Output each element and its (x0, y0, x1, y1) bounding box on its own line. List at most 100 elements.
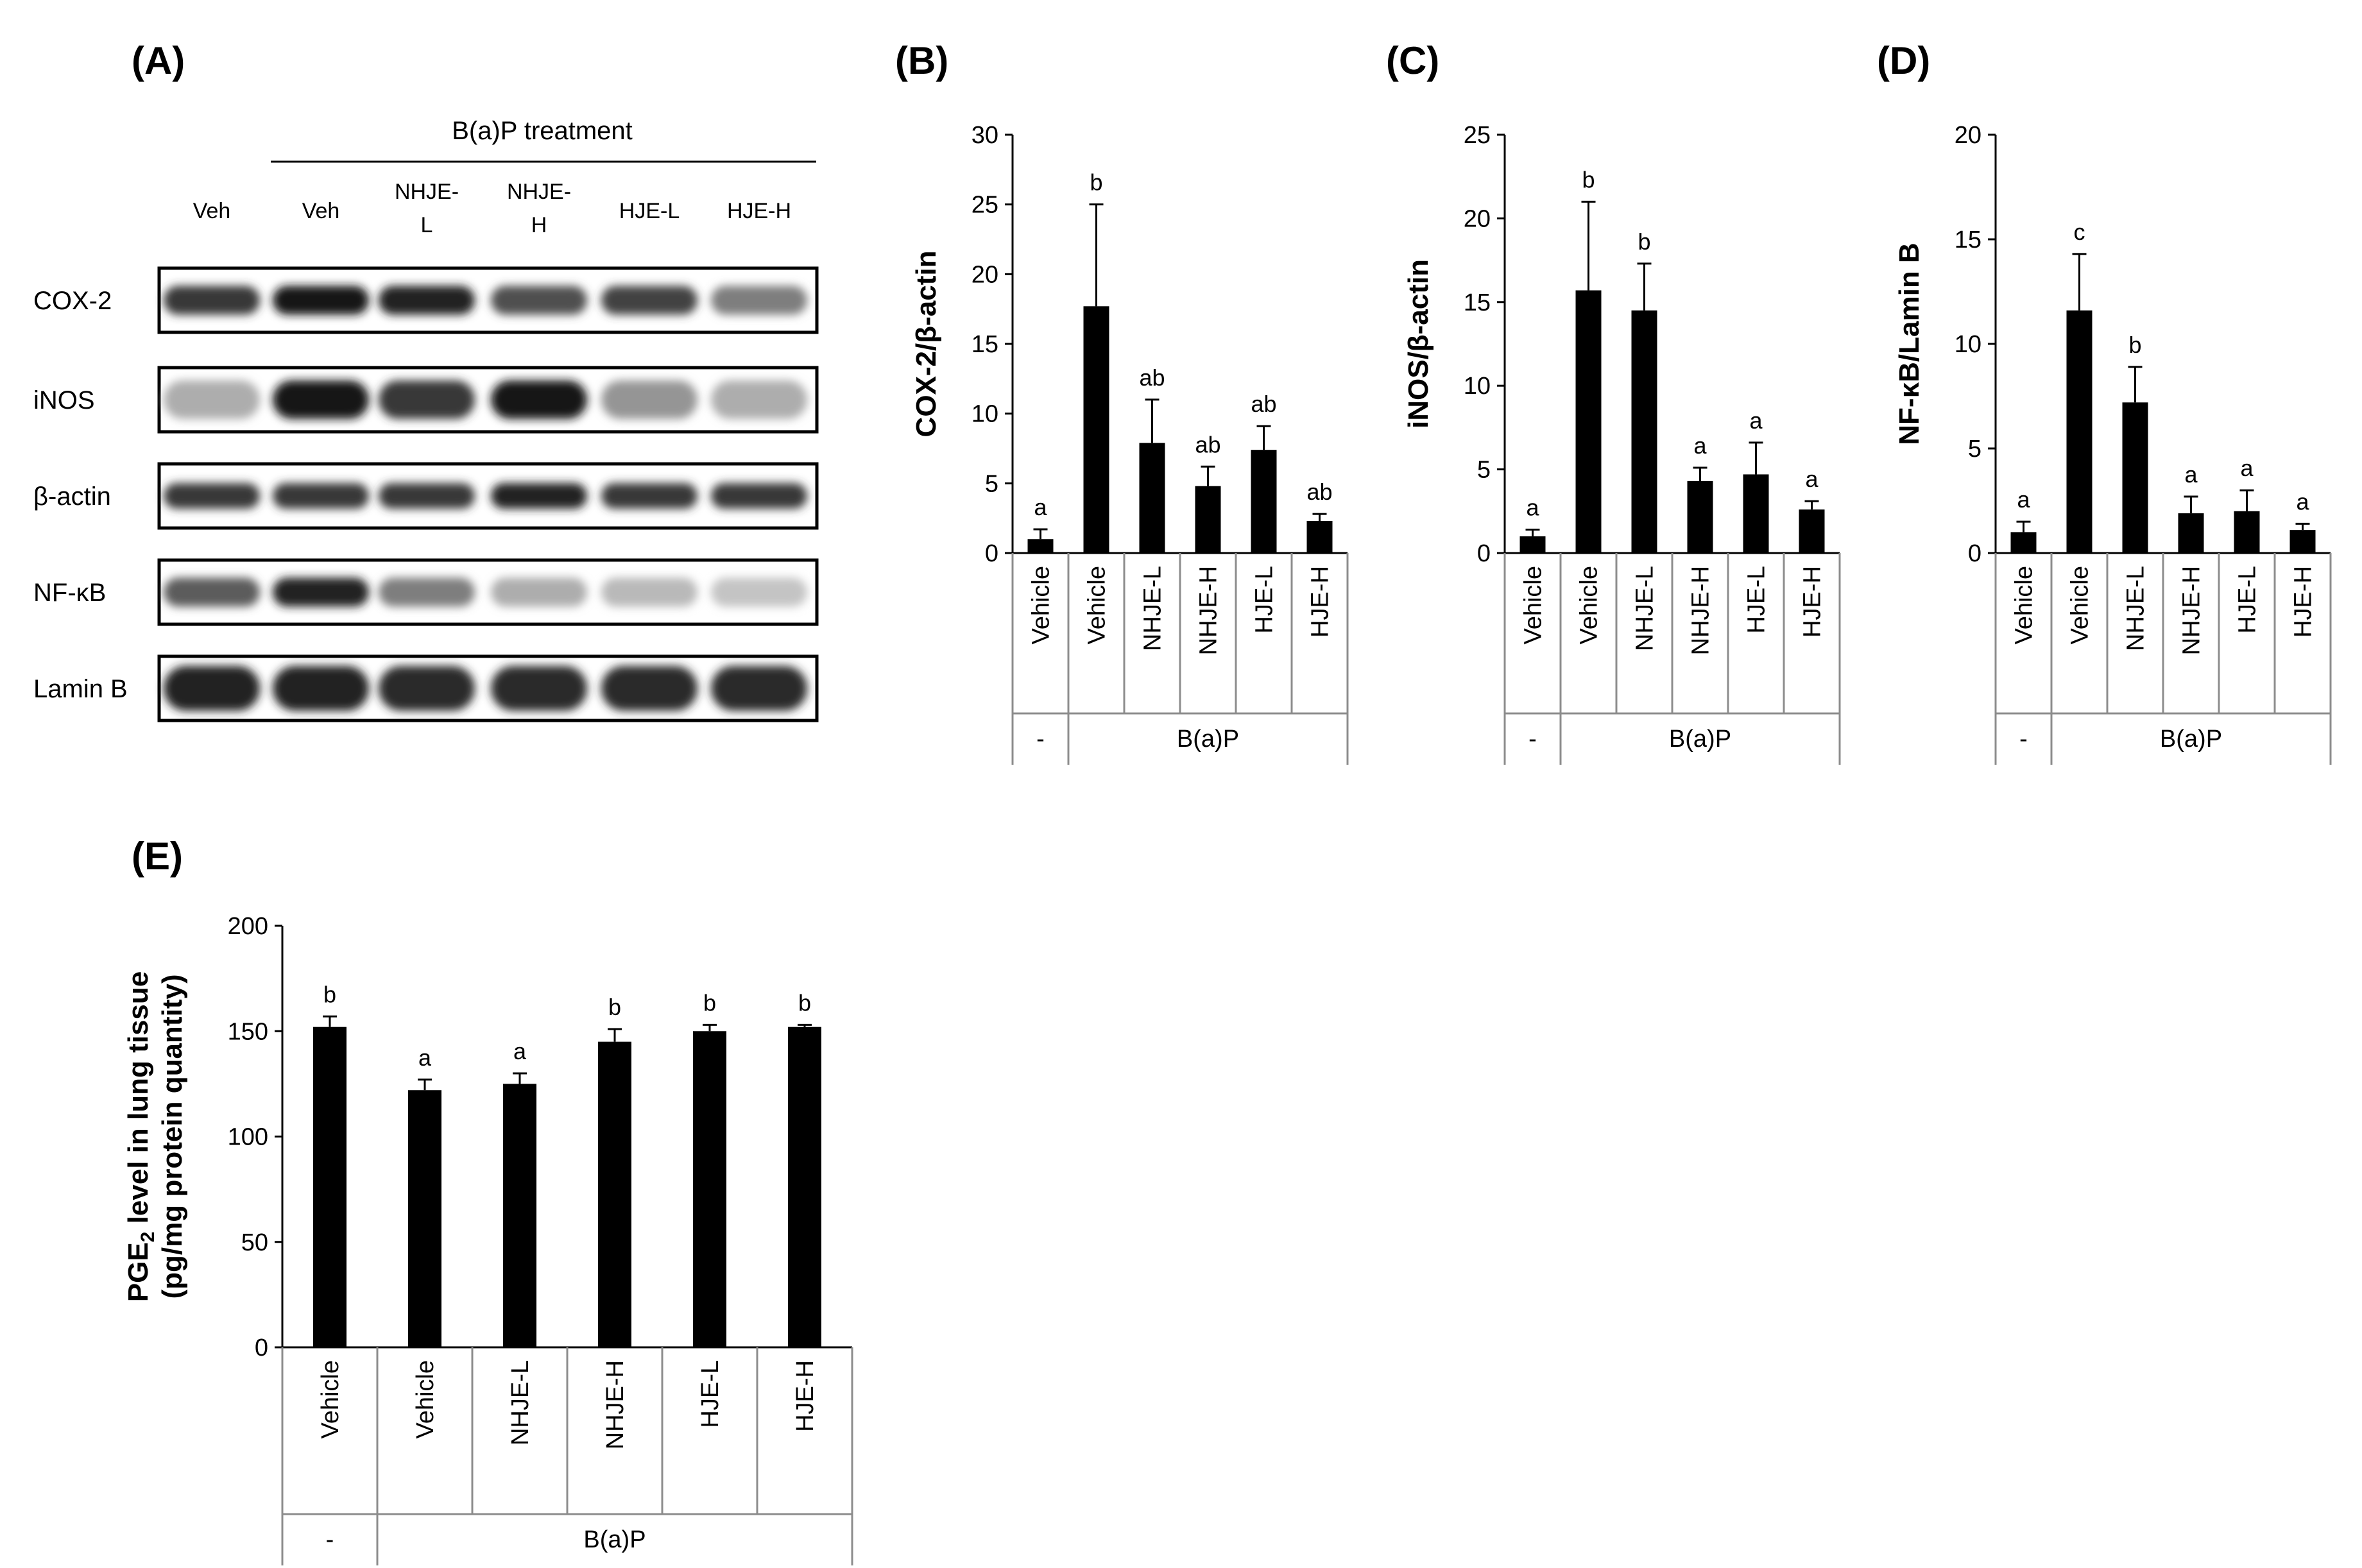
lane-label-line2: L (421, 213, 433, 237)
blot-band (491, 380, 587, 419)
bar (1631, 310, 1657, 553)
significance-label: ab (1139, 364, 1165, 391)
blot-band (379, 380, 475, 419)
blot-band (711, 483, 807, 509)
bar (788, 1027, 821, 1347)
blot-band (273, 577, 369, 607)
y-tick-label: 0 (985, 540, 998, 567)
category-label: Vehicle (412, 1360, 439, 1439)
category-label: HJE-H (2290, 566, 2317, 638)
bar (1687, 481, 1713, 553)
significance-label: b (703, 989, 716, 1016)
bar (1799, 509, 1825, 553)
blot-band (379, 285, 475, 315)
y-tick-label: 30 (971, 122, 998, 149)
blot-band (164, 577, 260, 607)
group-label: B(a)P (1177, 726, 1239, 753)
chart-e: 0 50 100 150 200 b Vehicle a Vehicle a NHJE-L b NHJE… (123, 913, 853, 1565)
group-label: - (2019, 726, 2028, 753)
blot-band (711, 285, 807, 315)
y-tick-label: 10 (1464, 373, 1491, 400)
y-tick-label: 0 (1477, 540, 1491, 567)
blot-band (491, 666, 587, 711)
category-label: HJE-H (1307, 566, 1334, 638)
group-label: B(a)P (583, 1526, 646, 1553)
y-tick-label: 15 (971, 331, 998, 358)
significance-label: a (1693, 432, 1707, 459)
lane-label: Veh (302, 199, 340, 223)
significance-label: b (1090, 169, 1102, 196)
blot-band (711, 666, 807, 711)
category-label: HJE-L (1251, 566, 1278, 634)
y-tick-label: 150 (228, 1018, 268, 1045)
significance-label: a (1526, 494, 1539, 520)
significance-label: ab (1195, 431, 1220, 457)
bar (598, 1041, 631, 1347)
blot-band (379, 483, 475, 509)
bar (503, 1084, 536, 1347)
group-label: B(a)P (2160, 726, 2222, 753)
blot-band (491, 483, 587, 509)
blot-band (164, 380, 260, 419)
y-tick-label: 25 (1464, 122, 1491, 149)
y-axis-label-part: PGE (123, 1242, 154, 1302)
blot-strip (157, 654, 819, 722)
bar (2010, 532, 2037, 553)
blot-band (164, 285, 260, 315)
y-axis-label: iNOS/β-actin (1403, 259, 1434, 429)
significance-label: b (323, 981, 336, 1007)
bar (1139, 443, 1165, 553)
blot-band (601, 577, 697, 607)
bar (1083, 306, 1109, 553)
chart-c: 0 5 10 15 20 25 a Vehicle b Vehicle b NHJE-L a NHJE-H… (1403, 122, 1841, 765)
bar (2066, 310, 2092, 553)
blot-band (273, 666, 369, 711)
blot-strip (157, 558, 819, 626)
blot-strip (157, 366, 819, 434)
lane-label-line2: H (531, 213, 547, 237)
y-tick-label: 10 (971, 401, 998, 428)
bar (1575, 290, 1602, 553)
category-label: NHJE-H (1195, 566, 1222, 655)
blot-row-label: Lamin B (33, 675, 128, 703)
y-tick-label: 25 (971, 192, 998, 219)
y-tick-label: 100 (228, 1124, 268, 1151)
category-label: Vehicle (1084, 566, 1111, 645)
category-label: HJE-L (697, 1360, 724, 1428)
category-label: NHJE-H (602, 1360, 629, 1449)
y-tick-label: 15 (1464, 289, 1491, 316)
significance-label: b (608, 994, 621, 1020)
lane-label: NHJE- (395, 180, 459, 204)
y-tick-label: 0 (255, 1334, 268, 1361)
blot-band (273, 483, 369, 509)
lane-label: HJE-H (727, 199, 791, 223)
bar (1519, 536, 1546, 553)
category-label: HJE-L (1743, 566, 1770, 634)
category-label: NHJE-H (2178, 566, 2205, 655)
category-label: NHJE-H (1688, 566, 1715, 655)
lane-label: NHJE- (507, 180, 571, 204)
category-label: Vehicle (1576, 566, 1603, 645)
significance-label: a (2240, 455, 2254, 481)
significance-label: b (798, 989, 811, 1016)
y-tick-label: 5 (1968, 436, 1981, 463)
treatment-label: B(a)P treatment (452, 117, 633, 145)
category-label: Vehicle (2011, 566, 2038, 645)
bar (2178, 513, 2204, 553)
category-label: HJE-H (1799, 566, 1826, 638)
panel-label-e: (E) (132, 835, 183, 878)
chart-d: 0 5 10 15 20 a Vehicle c Vehicle b NHJE-L a NHJE-H a H… (1894, 122, 2332, 765)
significance-label: a (418, 1044, 432, 1071)
bar (1251, 450, 1277, 553)
bar (2122, 402, 2148, 553)
group-label: - (326, 1526, 334, 1553)
blot-band (601, 483, 697, 509)
bar (2289, 530, 2316, 553)
significance-label: a (1805, 466, 1819, 492)
category-label: NHJE-L (2123, 566, 2150, 651)
blot-row-label: iNOS (33, 386, 95, 414)
blot-band (711, 577, 807, 607)
y-axis-label-line2: (pg/mg protein quantity) (157, 975, 188, 1299)
significance-label: a (513, 1038, 527, 1064)
